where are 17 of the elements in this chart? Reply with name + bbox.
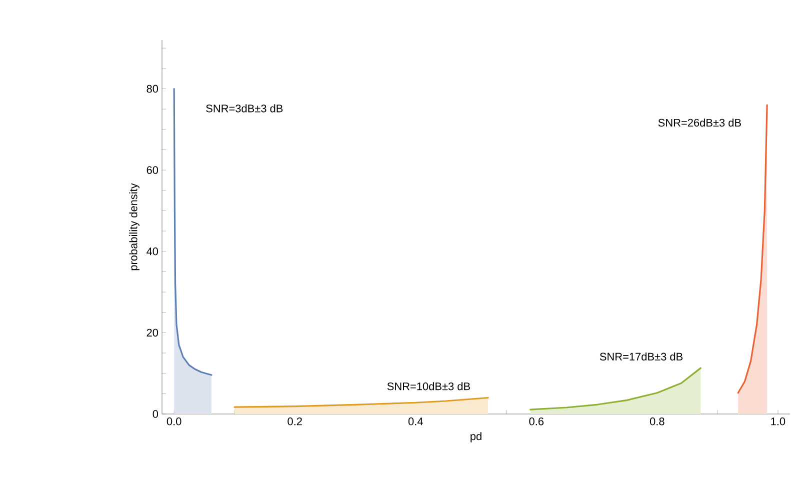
- x-tick-label: 0.4: [408, 418, 423, 426]
- y-tick-label: 80: [146, 84, 158, 93]
- x-tick-label: 0.8: [650, 418, 664, 426]
- y-axis-title: probability density: [129, 183, 140, 270]
- x-axis-title: pd: [470, 432, 482, 442]
- y-tick-label: 60: [146, 166, 158, 174]
- text: SNR=26dB±3 dB: [658, 118, 741, 127]
- x-tick-label: 0.2: [288, 418, 302, 426]
- x-tick-label: 1.0: [771, 418, 786, 426]
- text: SNR=3dB±3 dB: [206, 104, 283, 112]
- series-label: SNR=17dB±3 dB: [600, 352, 683, 361]
- y-tick-label: 20: [146, 328, 158, 337]
- x-tick-label: 0.6: [529, 418, 544, 426]
- y-tick-label: 40: [146, 248, 158, 256]
- series-label: SNR=10dB±3 dB: [387, 382, 470, 390]
- y-tick-label: 0: [152, 410, 158, 418]
- x-tick-label: 0.0: [166, 418, 182, 426]
